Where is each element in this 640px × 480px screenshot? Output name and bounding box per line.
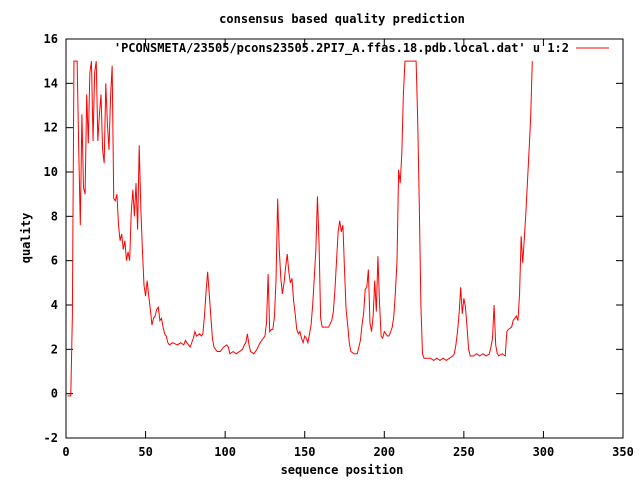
y-tick-label: 2: [51, 342, 58, 356]
y-axis-label: quality: [19, 213, 33, 264]
x-axis-label: sequence position: [281, 463, 404, 477]
series-line: [67, 60, 533, 397]
y-tick-label: 16: [44, 32, 58, 46]
chart-title: consensus based quality prediction: [219, 12, 465, 26]
y-tick-label: -2: [44, 431, 58, 445]
y-tick-label: 12: [44, 121, 58, 135]
y-tick-label: 8: [51, 209, 58, 223]
x-tick-label: 100: [214, 445, 236, 459]
y-tick-label: 4: [51, 298, 58, 312]
plot-frame: [65, 38, 624, 439]
x-tick-label: 300: [533, 445, 555, 459]
x-tick-label: 50: [138, 445, 152, 459]
y-tick-label: 0: [51, 387, 58, 401]
x-axis-ticks: 0 50 100 150 200 250 300 350: [62, 39, 634, 459]
y-tick-label: 10: [44, 165, 58, 179]
x-tick-label: 150: [294, 445, 316, 459]
x-tick-label: 350: [612, 445, 634, 459]
y-tick-label: 6: [51, 254, 58, 268]
y-tick-label: 14: [44, 76, 58, 90]
legend: 'PCONSMETA/23505/pcons23505.2PI7_A.ffas.…: [114, 41, 609, 56]
x-tick-label: 200: [373, 445, 395, 459]
x-tick-label: 0: [62, 445, 69, 459]
legend-entry-label: 'PCONSMETA/23505/pcons23505.2PI7_A.ffas.…: [114, 41, 569, 56]
x-tick-label: 250: [453, 445, 475, 459]
